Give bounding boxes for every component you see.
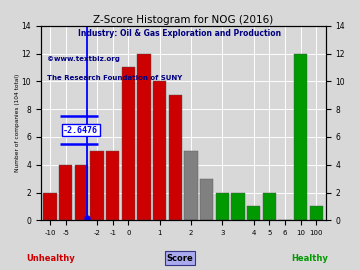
Bar	[184, 151, 198, 220]
Text: ©www.textbiz.org: ©www.textbiz.org	[47, 56, 120, 62]
Text: Unhealthy: Unhealthy	[26, 254, 75, 262]
Bar	[169, 95, 182, 220]
Bar	[247, 207, 260, 220]
Bar	[200, 179, 213, 220]
Bar	[216, 193, 229, 220]
Title: Z-Score Histogram for NOG (2016): Z-Score Histogram for NOG (2016)	[93, 15, 273, 25]
Text: -2.6476: -2.6476	[63, 126, 98, 134]
Bar	[310, 207, 323, 220]
Bar	[122, 68, 135, 220]
Bar	[231, 193, 245, 220]
Bar	[294, 53, 307, 220]
Y-axis label: Number of companies (104 total): Number of companies (104 total)	[15, 74, 20, 172]
Text: The Research Foundation of SUNY: The Research Foundation of SUNY	[47, 75, 182, 81]
Text: Industry: Oil & Gas Exploration and Production: Industry: Oil & Gas Exploration and Prod…	[78, 29, 282, 38]
Bar	[138, 53, 151, 220]
Bar	[59, 165, 72, 220]
Text: Score: Score	[167, 254, 193, 262]
Bar	[106, 151, 120, 220]
Bar	[263, 193, 276, 220]
Bar	[153, 81, 166, 220]
Bar	[90, 151, 104, 220]
Bar	[75, 165, 88, 220]
Bar	[44, 193, 57, 220]
Text: Healthy: Healthy	[291, 254, 328, 262]
